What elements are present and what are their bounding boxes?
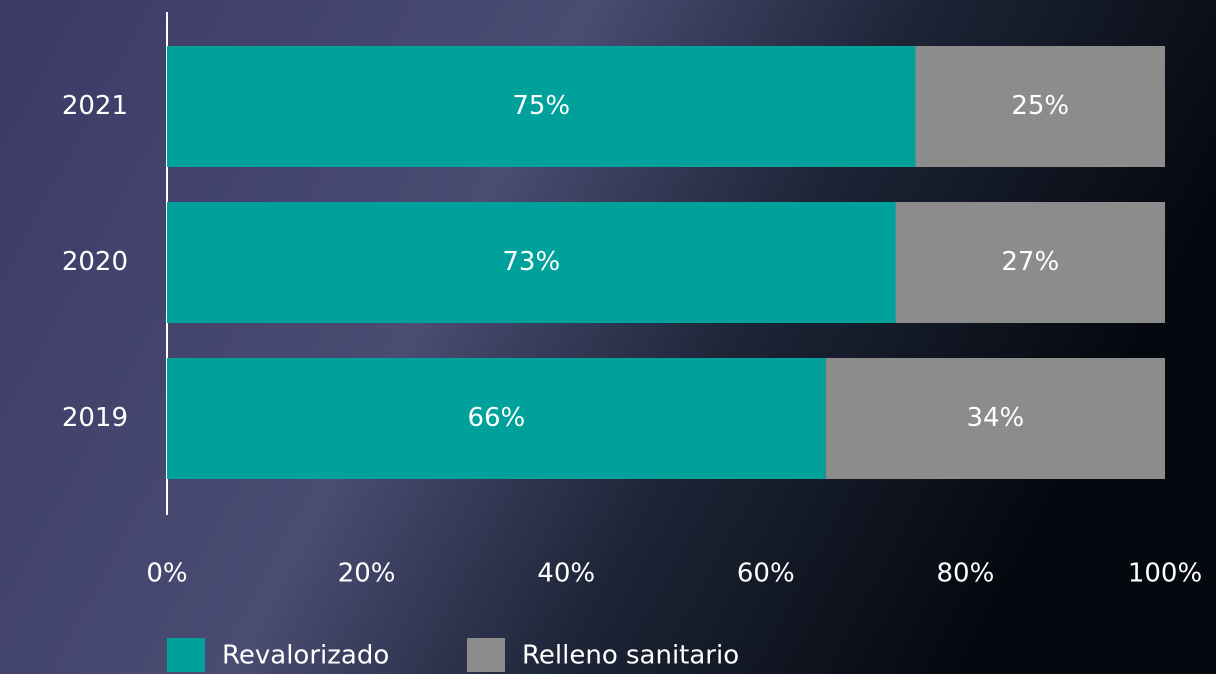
value-label: 25% [1011,91,1069,121]
legend-label: Relleno sanitario [522,641,739,671]
value-label: 34% [966,403,1024,433]
value-label: 75% [512,91,570,121]
legend-swatch [167,638,205,672]
x-tick-label: 80% [937,559,995,589]
x-tick-label: 20% [338,559,396,589]
legend-swatch [467,638,505,672]
page: {"chart_data": {"type": "stacked-bar-hor… [0,0,1216,674]
y-tick-label: 2021 [62,91,128,121]
value-label: 66% [467,403,525,433]
x-tick-label: 100% [1128,559,1202,589]
x-tick-label: 0% [146,559,187,589]
y-tick-label: 2019 [62,403,128,433]
value-label: 73% [502,247,560,277]
y-tick-label: 2020 [62,247,128,277]
chart: 0% 20% 40% 60% 80% 100% 2021 75% 25% 2020 73% 27% 20… [0,0,1216,674]
x-tick-label: 60% [737,559,795,589]
value-label: 27% [1001,247,1059,277]
x-tick-label: 40% [537,559,595,589]
legend-label: Revalorizado [222,641,389,671]
